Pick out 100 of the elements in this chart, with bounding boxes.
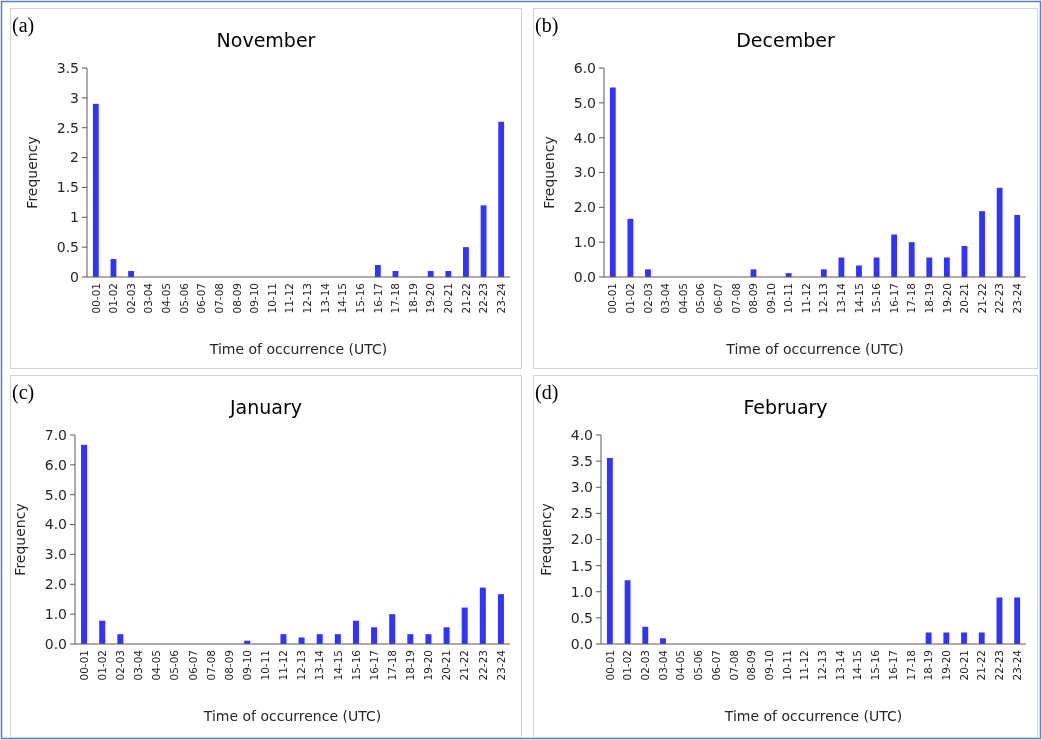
x-tick-label: 22-23 [993, 650, 1006, 681]
x-tick-label: 14-15 [336, 283, 349, 314]
y-tick-label: 1.0 [44, 606, 67, 623]
bar [996, 187, 1003, 277]
x-tick-label: 01-02 [107, 283, 120, 314]
x-tick-label: 21-22 [458, 650, 471, 681]
x-tick-label: 01-02 [621, 650, 634, 681]
x-tick-label: 21-22 [975, 650, 988, 681]
x-tick-label: 11-12 [799, 283, 812, 314]
bar [961, 632, 967, 644]
bar [479, 587, 486, 644]
x-tick-label: 21-22 [975, 283, 988, 314]
bar [99, 620, 106, 644]
x-tick-label: 03-04 [132, 649, 145, 681]
x-tick-label: 18-19 [922, 650, 935, 681]
y-tick-label: 5.0 [573, 94, 596, 111]
y-tick-label: 3.5 [570, 453, 593, 470]
y-tick-label: 0.0 [573, 268, 596, 285]
x-tick-label: 00-01 [603, 650, 616, 681]
x-tick-label: 19-20 [422, 650, 435, 681]
bar [498, 121, 505, 277]
y-tick-label: 4.0 [44, 516, 67, 533]
bar [1014, 597, 1021, 644]
x-tick-label: 13-14 [833, 649, 846, 681]
x-tick-label: 00-01 [606, 283, 619, 314]
bar [443, 627, 450, 644]
x-tick-label: 19-20 [939, 650, 952, 681]
x-tick-label: 22-23 [477, 283, 490, 314]
y-tick-label: 0 [70, 268, 79, 285]
x-tick-label: 11-12 [277, 650, 290, 681]
x-tick-label: 04-05 [674, 650, 687, 681]
x-tick-label: 17-18 [385, 650, 398, 681]
x-tick-label: 07-08 [212, 283, 225, 314]
y-tick-label: 0.0 [570, 635, 593, 652]
bar [925, 632, 932, 644]
bar [298, 637, 305, 644]
x-tick-label: 03-04 [142, 282, 155, 314]
x-tick-label: 02-03 [113, 650, 126, 681]
x-tick-label: 17-18 [904, 650, 917, 681]
x-tick-label: 08-09 [222, 650, 235, 681]
x-tick-label: 12-13 [817, 283, 830, 314]
x-tick-label: 20-21 [440, 650, 453, 681]
x-tick-label: 07-08 [729, 283, 742, 314]
bar [978, 632, 985, 644]
x-tick-label: 02-03 [641, 283, 654, 314]
bar [92, 103, 99, 277]
x-tick-label: 18-19 [403, 650, 416, 681]
y-tick-label: 1.5 [56, 179, 79, 196]
x-tick-label: 18-19 [406, 283, 419, 314]
x-tick-label: 07-08 [204, 650, 217, 681]
y-tick-label: 1.0 [570, 583, 593, 600]
x-tick-label: 00-01 [89, 283, 102, 314]
x-tick-label: 00-01 [77, 650, 90, 681]
y-tick-label: 1.5 [570, 557, 593, 574]
x-tick-label: 19-20 [940, 283, 953, 314]
y-tick-label: 7.0 [44, 426, 67, 443]
bar [352, 620, 359, 644]
x-tick-label: 18-19 [922, 283, 935, 314]
x-axis-title: Time of occurrence (UTC) [725, 341, 904, 357]
y-tick-label: 2.5 [570, 505, 593, 522]
chart-title: February [743, 396, 828, 418]
x-tick-label: 16-17 [371, 283, 384, 314]
y-tick-label: 2.0 [570, 531, 593, 548]
x-tick-label: 22-23 [993, 283, 1006, 314]
x-tick-label: 04-05 [150, 650, 163, 681]
x-tick-label: 08-09 [230, 283, 243, 314]
bar [838, 257, 845, 277]
bar [979, 211, 985, 277]
x-tick-label: 21-22 [459, 283, 472, 314]
x-tick-label: 05-06 [694, 282, 707, 314]
y-tick-label: 2.0 [44, 576, 67, 593]
x-tick-label: 14-15 [851, 650, 864, 681]
x-tick-label: 12-13 [300, 283, 313, 314]
text: (c) [12, 381, 35, 404]
x-tick-label: 16-17 [887, 283, 900, 314]
x-axis-title: Time of occurrence (UTC) [202, 708, 382, 724]
x-tick-label: 20-21 [441, 283, 454, 314]
x-tick-label: 10-11 [265, 283, 278, 314]
y-tick-label: 2.0 [573, 199, 596, 216]
y-tick-label: 0.5 [570, 609, 593, 626]
bar [609, 87, 616, 277]
x-tick-label: 13-14 [318, 282, 331, 314]
x-tick-label: 09-10 [240, 650, 253, 681]
x-tick-label: 10-11 [258, 650, 271, 681]
x-tick-label: 20-21 [958, 283, 971, 314]
x-tick-label: 23-24 [1010, 649, 1023, 681]
x-tick-label: 13-14 [835, 282, 848, 314]
x-tick-label: 09-10 [248, 283, 261, 314]
x-tick-label: 16-17 [367, 650, 380, 681]
bar [371, 627, 378, 644]
x-tick-label: 07-08 [727, 650, 740, 681]
bar [891, 234, 898, 277]
text: (a) [12, 14, 35, 37]
x-tick-label: 06-07 [186, 650, 199, 681]
bar [943, 257, 950, 277]
bar [606, 457, 613, 644]
chart-title: November [216, 29, 316, 51]
y-tick-label: 6.0 [44, 456, 67, 473]
x-tick-label: 15-16 [353, 282, 366, 314]
x-tick-label: 05-06 [168, 649, 181, 681]
